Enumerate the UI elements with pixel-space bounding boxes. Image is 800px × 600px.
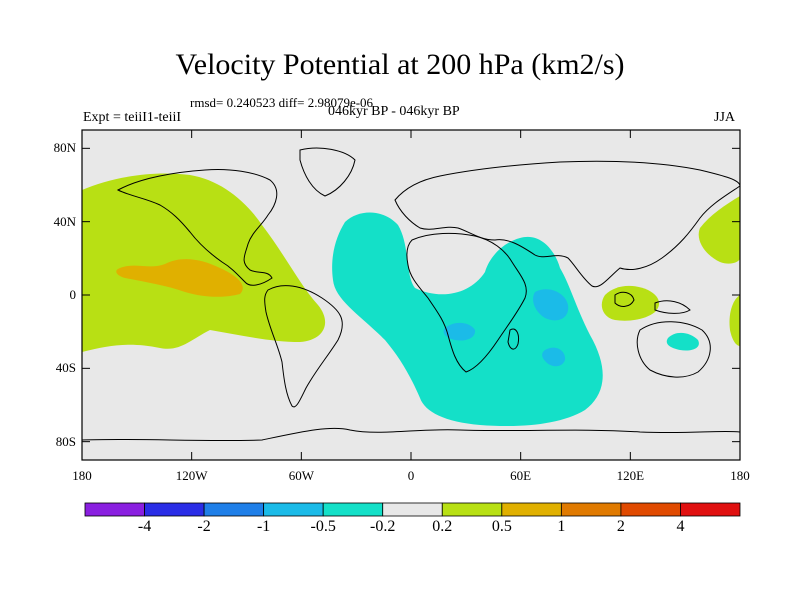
colorbar-swatch: [501, 502, 562, 517]
madagascar-coast: [507, 328, 519, 350]
colorbar-label: -4: [137, 518, 152, 535]
chart-title: Velocity Potential at 200 hPa (km2/s): [175, 48, 625, 81]
colorbar-swatch: [322, 502, 384, 517]
y-tick-label: 80N: [53, 140, 76, 156]
colorbar-swatch: [382, 502, 443, 517]
experiment-label: Expt = teiiI1-teiiI: [83, 110, 182, 125]
x-tick-label: 180: [72, 468, 92, 483]
new-guinea-coast: [654, 300, 691, 314]
y-tick-label: 0: [69, 287, 77, 302]
colorbar-label: 2: [616, 518, 625, 535]
colorbar-label: -2: [197, 518, 211, 535]
region-indian-core-east: [533, 289, 569, 321]
region-australia-negative: [666, 332, 699, 351]
colorbar-swatch: [620, 502, 681, 517]
x-tick-label: 120W: [175, 468, 208, 483]
borneo-coast: [614, 291, 635, 307]
colorbar: [84, 502, 741, 517]
region-atlantic-indian-negative: [332, 212, 603, 427]
colorbar-label: -0.2: [370, 518, 396, 535]
africa-coast: [406, 232, 527, 373]
colorbar-swatch: [263, 502, 324, 517]
colorbar-swatch: [84, 502, 145, 517]
greenland-coast: [299, 147, 356, 197]
period-label: 046kyr BP - 046kyr BP: [328, 104, 460, 119]
colorbar-label: 1: [557, 518, 566, 535]
region-west-pacific-north: [698, 196, 740, 264]
colorbar-swatch: [560, 502, 622, 517]
colorbar-label: -1: [256, 518, 271, 535]
y-tick-label: 80S: [55, 433, 76, 449]
colorbar-label: 0.2: [432, 518, 453, 535]
y-tick-label: 40N: [53, 213, 76, 229]
colorbar-swatch: [144, 502, 205, 517]
y-tick-label: 40S: [55, 360, 76, 376]
colorbar-label: 0.5: [491, 518, 512, 535]
colorbar-swatch: [441, 502, 503, 517]
region-africa-core: [443, 322, 476, 341]
x-tick-label: 60E: [510, 468, 532, 483]
colorbar-label: -0.5: [310, 518, 336, 535]
colorbar-swatch: [203, 502, 265, 517]
tick-marks: [81, 130, 741, 460]
x-tick-label: 120E: [616, 468, 645, 483]
stats-label: rmsd= 0.240523 diff= 2.98079e-06: [190, 95, 374, 110]
season-label: JJA: [714, 110, 736, 125]
x-tick-label: 60W: [288, 468, 314, 483]
eurasia-coast: [394, 160, 741, 288]
antarctica-coast: [81, 427, 741, 442]
australia-coast: [636, 321, 711, 378]
north-america-coast: [116, 169, 278, 286]
x-tick-label: 180: [730, 468, 750, 483]
contour-fill: [82, 173, 740, 427]
south-america-coast: [264, 285, 343, 408]
x-tick-label: 0: [407, 468, 415, 483]
region-indian-core-south: [542, 347, 566, 367]
coastlines: [81, 147, 741, 442]
region-east-pacific-core: [116, 259, 243, 297]
region-west-pacific-south: [729, 295, 740, 346]
colorbar-label: 4: [676, 518, 685, 535]
colorbar-swatch: [680, 502, 741, 517]
